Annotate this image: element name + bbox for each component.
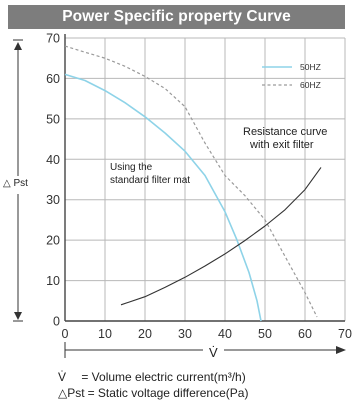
- series-50hz-line: [64, 73, 262, 322]
- v-arrowhead-right: [336, 346, 346, 354]
- y-tick-label: 0: [53, 315, 60, 329]
- definition-volume-symbol: V̇: [58, 370, 67, 384]
- x-tick-labels: 0 10 20 30 40 50 60 70: [62, 327, 352, 341]
- series-resistance-line: [120, 167, 322, 306]
- series-lines: [64, 45, 322, 322]
- pst-arrowhead-down: [14, 312, 22, 320]
- x-tick-label: 10: [98, 327, 112, 341]
- definition-volume-text: = Volume electric current(m³/h): [81, 370, 246, 384]
- axis-arrows: [13, 39, 346, 358]
- y-tick-label: 60: [46, 72, 60, 86]
- x-tick-label: 60: [298, 327, 312, 341]
- resistance-annotation-line1: Resistance curve: [243, 126, 328, 138]
- legend-label-50hz: 50HZ: [300, 62, 321, 72]
- y-tick-label: 20: [46, 234, 60, 248]
- chart-title: Power Specific property Curve: [62, 8, 291, 25]
- filter-annotation-line1: Using the: [110, 162, 153, 173]
- filter-annotation-line2: standard filter mat: [110, 175, 191, 186]
- x-axis-label: V̇: [209, 345, 218, 360]
- definition-volume: V̇ = Volume electric current(m³/h): [58, 370, 246, 384]
- x-tick-label: 50: [258, 327, 272, 341]
- chart-title-bar: Power Specific property Curve: [8, 5, 345, 29]
- x-tick-label: 0: [62, 327, 69, 341]
- y-tick-label: 10: [46, 274, 60, 288]
- pst-arrowhead-up: [14, 42, 22, 50]
- grid-lines: [65, 37, 346, 321]
- y-tick-label: 30: [46, 193, 60, 207]
- definition-pressure: △Pst = Static voltage difference(Pa): [58, 386, 248, 400]
- resistance-annotation-line2: with exit filter: [250, 139, 314, 151]
- x-tick-label: 20: [138, 327, 152, 341]
- y-tick-labels: 0 10 20 30 40 50 60 70: [46, 32, 60, 329]
- axes: [64, 34, 345, 322]
- series-60hz-line: [64, 45, 318, 318]
- x-tick-label: 40: [218, 327, 232, 341]
- legend-label-60hz: 60HZ: [300, 80, 321, 90]
- y-axis-label: △ Pst: [3, 178, 28, 189]
- y-tick-label: 40: [46, 153, 60, 167]
- x-tick-label: 30: [178, 327, 192, 341]
- definition-pressure-symbol: △Pst: [58, 386, 85, 400]
- y-tick-label: 70: [46, 32, 60, 46]
- y-tick-label: 50: [46, 112, 60, 126]
- x-tick-label: 70: [338, 327, 352, 341]
- definition-pressure-text: = Static voltage difference(Pa): [87, 386, 249, 400]
